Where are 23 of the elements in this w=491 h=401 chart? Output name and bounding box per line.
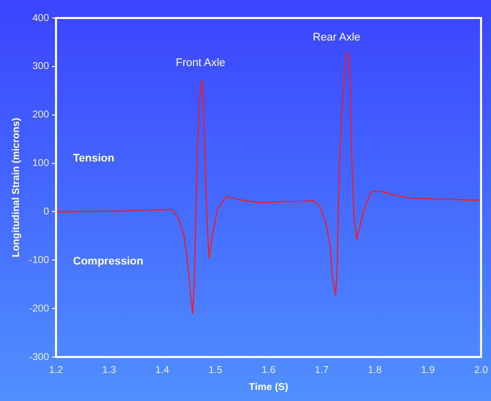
- x-tick-label: 1.8: [368, 364, 382, 376]
- y-tick-label: 400: [32, 12, 50, 24]
- x-axis-title: Time (S): [248, 382, 288, 393]
- x-tick-label: 1.2: [49, 364, 64, 376]
- x-tick-label: 1.9: [420, 364, 436, 376]
- y-tick-label: 0: [43, 206, 50, 218]
- y-tick-label: -300: [29, 352, 50, 363]
- annotation: Front Axle: [176, 57, 226, 70]
- x-tick-label: 2.0: [474, 364, 488, 376]
- y-tick-label: -200: [29, 303, 50, 314]
- x-tick-label: 1.5: [208, 364, 223, 376]
- x-tick-label: 1.3: [102, 364, 117, 376]
- x-tick-label: 1.4: [155, 364, 170, 376]
- y-axis-title: Longitudinal Strain (microns): [10, 118, 22, 258]
- y-tick-label: 300: [32, 61, 50, 72]
- annotation: Compression: [73, 255, 144, 268]
- x-tick-label: 1.7: [314, 364, 330, 376]
- y-tick-label: 100: [32, 158, 50, 170]
- y-tick-label: -100: [29, 254, 50, 266]
- annotation: Tension: [73, 152, 115, 165]
- annotation: Rear Axle: [312, 31, 360, 44]
- x-tick-label: 1.6: [262, 364, 276, 376]
- y-tick-label: 200: [32, 110, 50, 121]
